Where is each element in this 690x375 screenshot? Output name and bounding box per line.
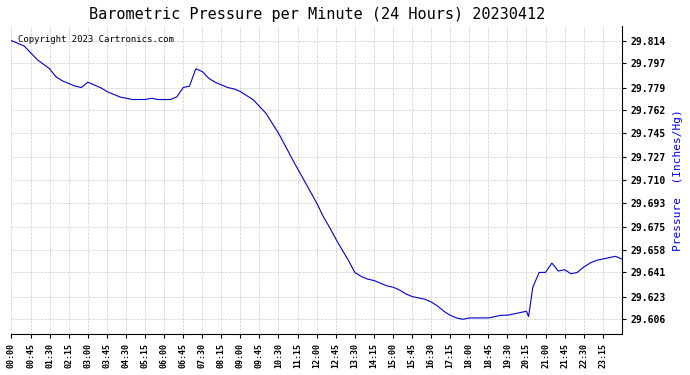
Text: Copyright 2023 Cartronics.com: Copyright 2023 Cartronics.com bbox=[17, 35, 173, 44]
Title: Barometric Pressure per Minute (24 Hours) 20230412: Barometric Pressure per Minute (24 Hours… bbox=[88, 7, 545, 22]
Y-axis label: Pressure  (Inches/Hg): Pressure (Inches/Hg) bbox=[673, 109, 683, 251]
